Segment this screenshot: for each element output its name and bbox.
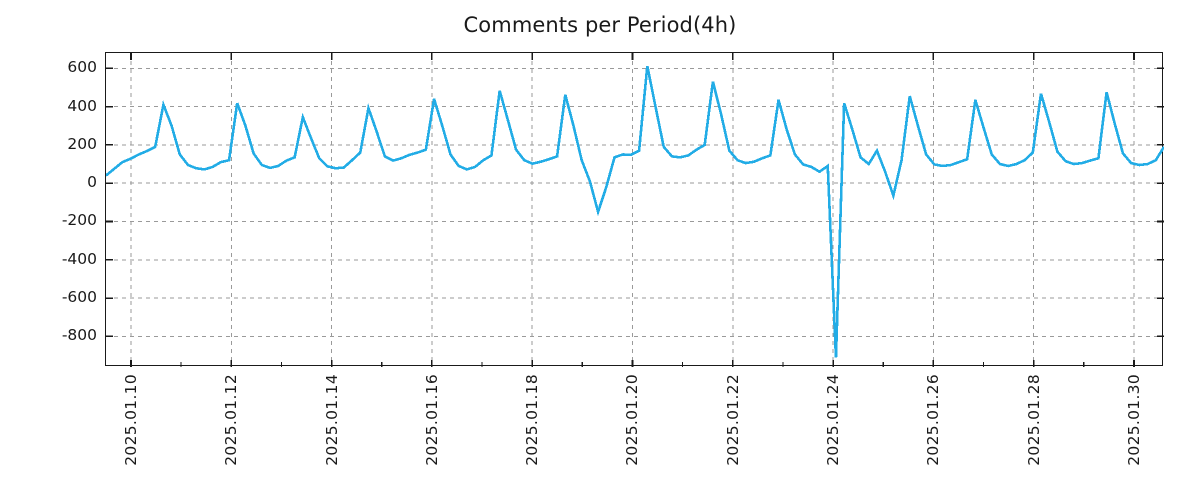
x-tick-label: 2025.01.24 <box>824 374 843 466</box>
x-tick-label: 2025.01.20 <box>623 374 642 466</box>
x-tick-label: 2025.01.12 <box>222 374 241 466</box>
y-axis-tick-labels: 600 400 200 0 -200 -400 -600 -800 <box>0 52 97 366</box>
x-tick-label: 2025.01.22 <box>723 374 742 466</box>
y-tick-label: 600 <box>67 58 97 77</box>
x-axis-tick-labels: 2025.01.10 2025.01.12 2025.01.14 2025.01.16… <box>105 366 1163 496</box>
y-tick-label: -400 <box>61 249 97 268</box>
x-tick-label: 2025.01.10 <box>121 374 140 466</box>
x-tick-label: 2025.01.26 <box>924 374 943 466</box>
axis-ticks <box>106 53 1164 367</box>
x-tick-label: 2025.01.14 <box>322 374 341 466</box>
horizontal-gridlines <box>106 67 1164 337</box>
data-series-line <box>106 65 1164 358</box>
y-tick-label: -800 <box>61 326 97 345</box>
y-tick-label: -600 <box>61 288 97 307</box>
chart-title: Comments per Period(4h) <box>463 13 737 37</box>
x-tick-label: 2025.01.30 <box>1124 374 1143 466</box>
chart-plot-svg <box>106 53 1164 367</box>
x-tick-label: 2025.01.18 <box>523 374 542 466</box>
y-tick-label: 0 <box>87 173 97 192</box>
vertical-gridlines <box>130 53 1135 367</box>
y-tick-label: -200 <box>61 211 97 230</box>
y-tick-label: 200 <box>67 134 97 153</box>
y-tick-label: 400 <box>67 96 97 115</box>
plot-area <box>105 52 1164 367</box>
x-tick-label: 2025.01.28 <box>1024 374 1043 466</box>
x-tick-label: 2025.01.16 <box>422 374 441 466</box>
